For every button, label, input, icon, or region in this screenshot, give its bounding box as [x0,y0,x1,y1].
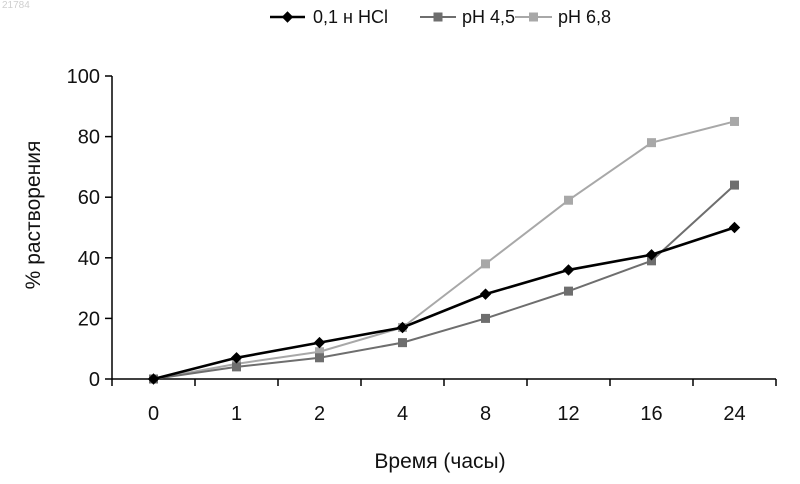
x-tick-label: 24 [723,403,745,425]
legend-item-0: 0,1 н HCl [270,7,388,27]
data-point [565,287,573,295]
x-axis: 01248121624 [112,379,776,425]
data-point [565,196,573,204]
series-1 [150,181,739,383]
legend-marker [283,12,293,22]
plot-area [149,117,740,384]
series-line [154,121,735,379]
series-2 [150,117,739,383]
data-point [731,181,739,189]
x-tick-label: 12 [557,403,579,425]
series-line [154,185,735,379]
data-point [481,289,491,299]
legend-marker [434,13,442,21]
legend-item-2: pH 6,8 [515,7,611,27]
data-point [399,339,407,347]
x-tick-label: 0 [148,403,159,425]
x-tick-label: 2 [314,403,325,425]
x-tick-label: 8 [480,403,491,425]
legend-label: pH 4,5 [462,7,515,27]
data-point [564,265,574,275]
y-tick-label: 80 [78,127,100,149]
y-tick-label: 60 [78,187,100,209]
data-point [315,338,325,348]
y-tick-label: 40 [78,248,100,270]
y-axis: 0 20 40 60 80 100 [67,66,112,391]
y-axis-title: % растворения [22,141,45,290]
data-point [730,223,740,233]
data-point [731,117,739,125]
legend-marker [530,13,538,21]
data-point [482,260,490,268]
y-tick-label: 100 [67,66,100,88]
legend-label: 0,1 н HCl [313,7,388,27]
legend-item-1: pH 4,5 [420,7,515,27]
x-tick-label: 16 [640,403,662,425]
y-tick-label: 20 [78,308,100,330]
x-tick-label: 1 [231,403,242,425]
x-tick-label: 4 [397,403,408,425]
series-0 [149,223,740,385]
data-point [316,354,324,362]
legend-label: pH 6,8 [558,7,611,27]
data-point [648,139,656,147]
data-point [482,314,490,322]
legend: 0,1 н HCl pH 4,5 pH 6,8 [270,7,611,27]
y-tick-label: 0 [89,369,100,391]
x-axis-title: Время (часы) [374,450,505,473]
data-point [233,363,241,371]
